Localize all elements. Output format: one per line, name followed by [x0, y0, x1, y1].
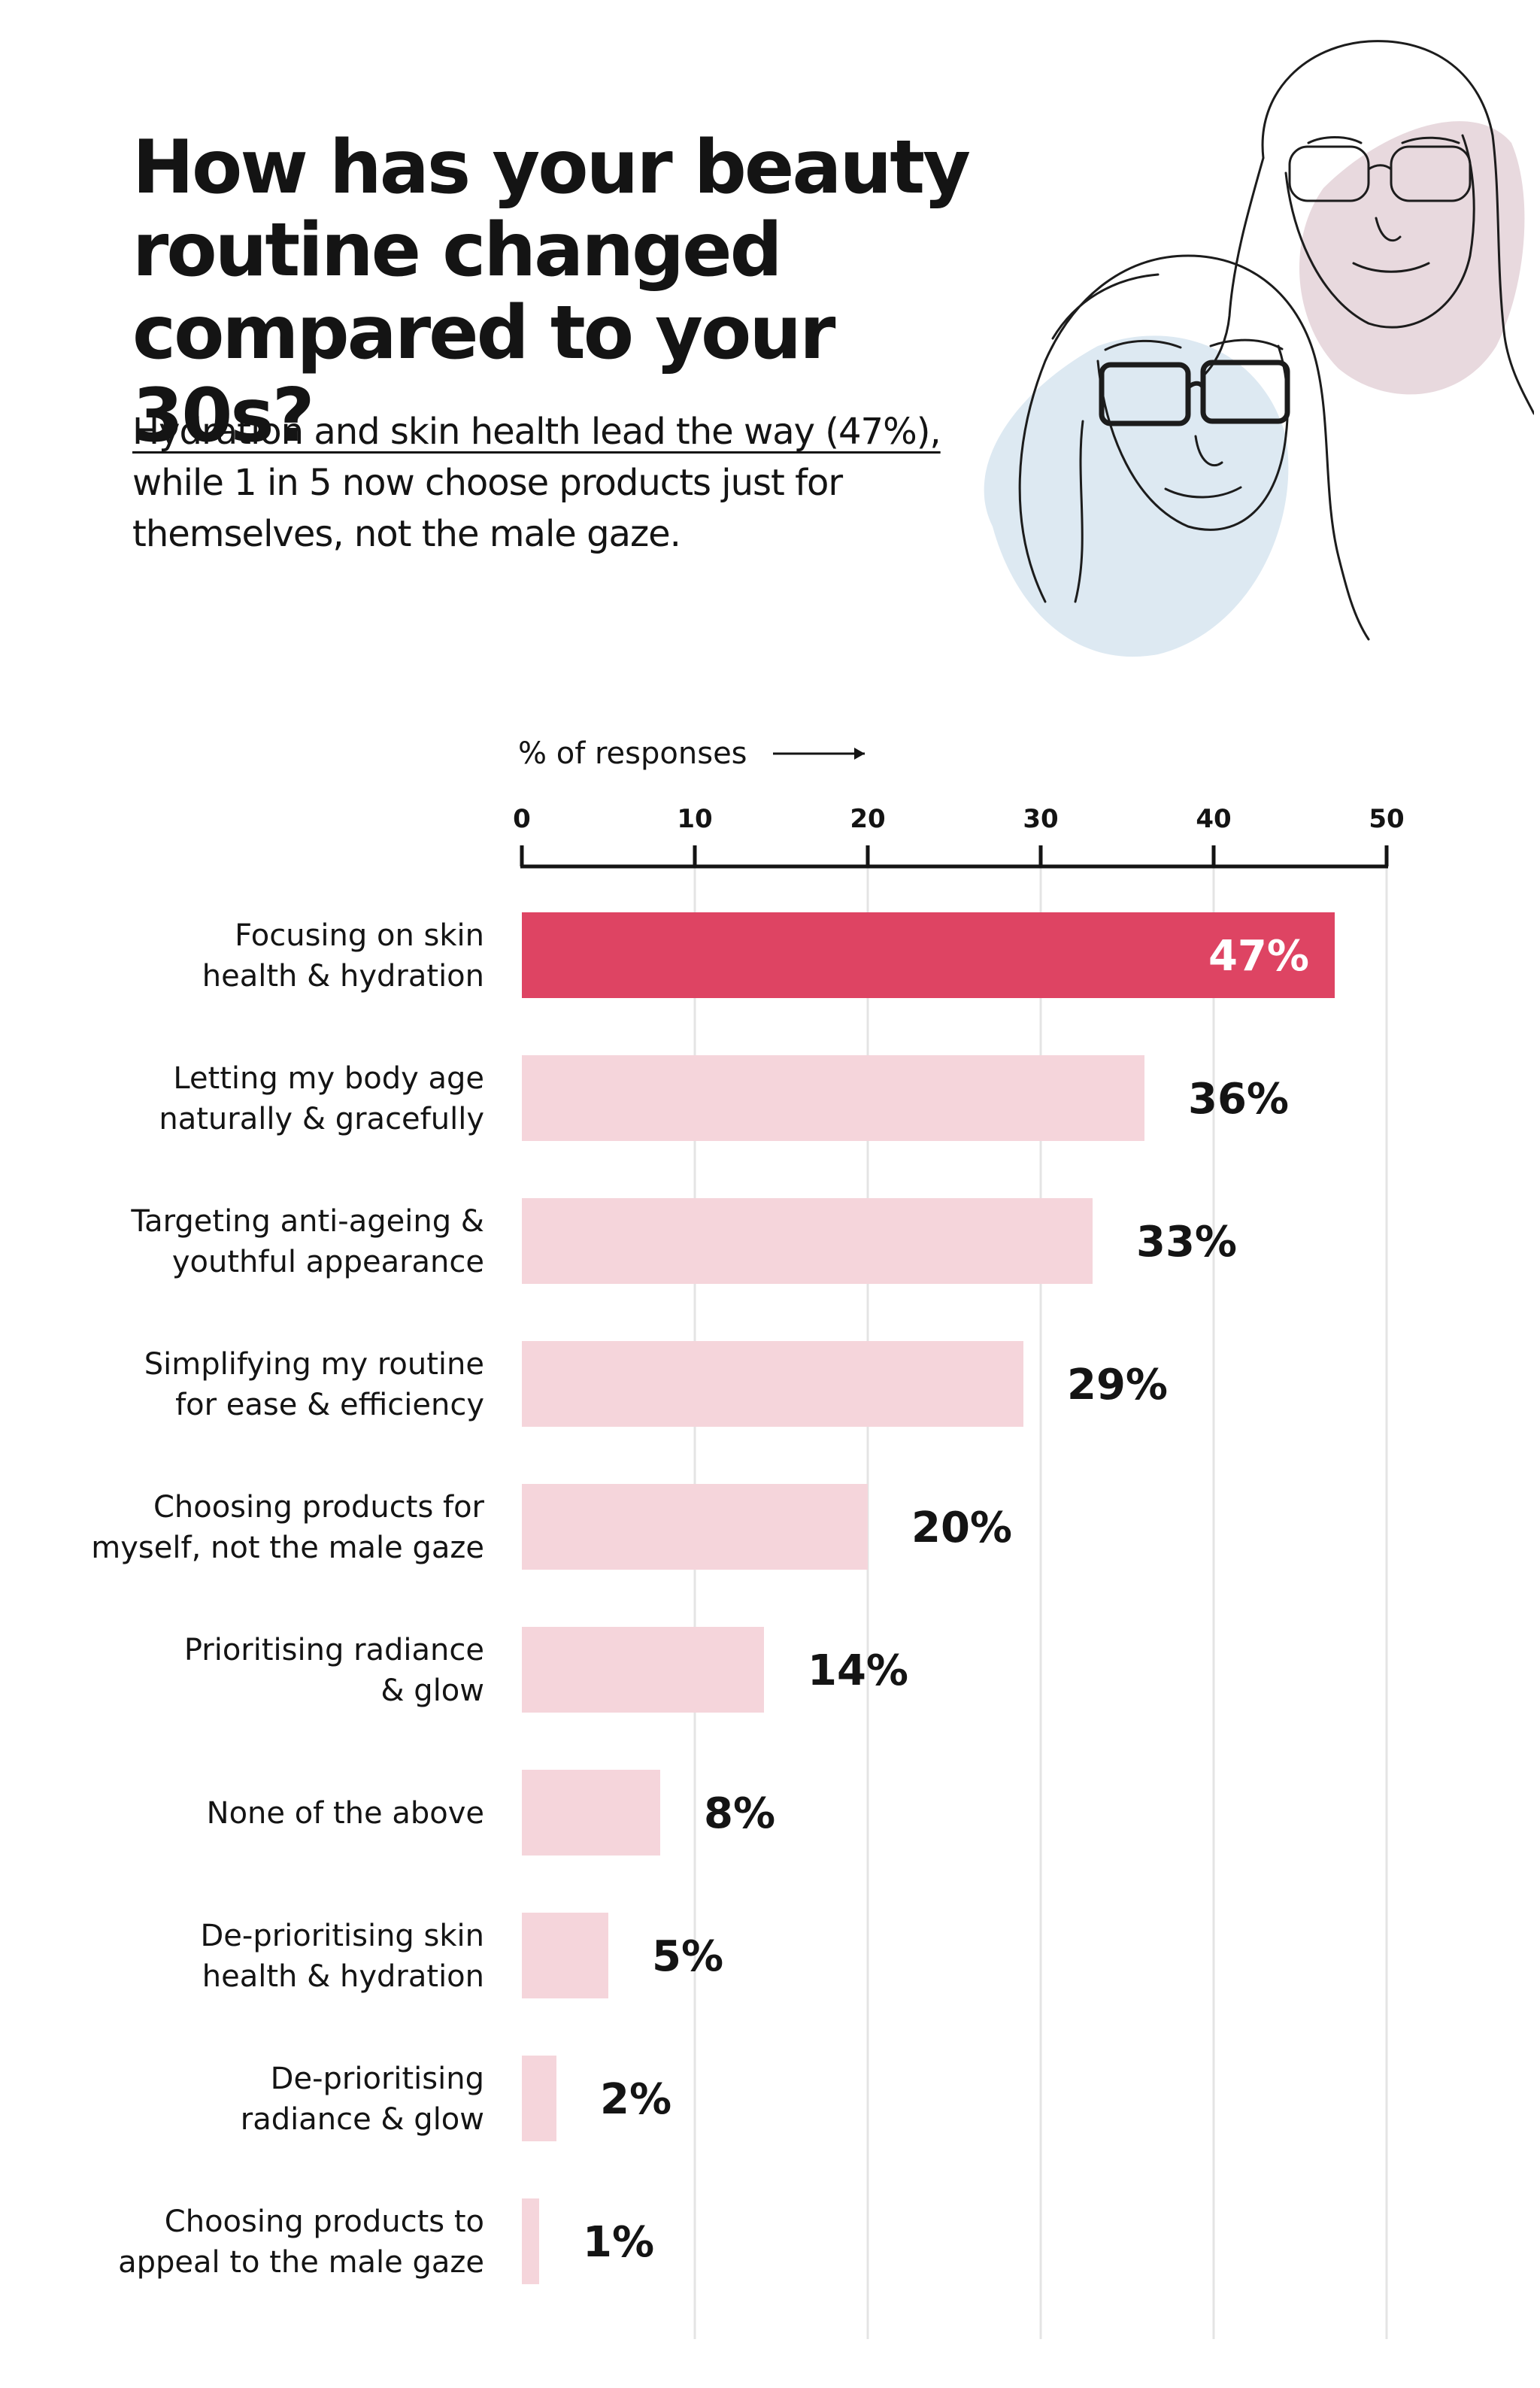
x-tick-label: 30: [1023, 804, 1058, 834]
category-label-line: appeal to the male gaze: [118, 2245, 484, 2280]
category-label-line: youthful appearance: [172, 1245, 484, 1279]
category-label-line: Targeting anti-ageing &: [130, 1204, 484, 1239]
category-label-line: De-prioritising skin: [201, 1919, 485, 1953]
category-label: Focusing on skin health & hydration: [202, 918, 484, 994]
category-label: Simplifying my routine for ease & efficie…: [144, 1347, 484, 1422]
bar: [522, 912, 1335, 998]
woman-front-sketch: [1018, 254, 1370, 641]
category-label: De-prioritising skin health & hydration: [201, 1919, 485, 1994]
bar: [522, 2198, 539, 2284]
value-label: 8%: [704, 1789, 775, 1838]
bar-chart: % of responses 0 10 20 30 40 50 Focusing on ski…: [91, 736, 1405, 2339]
value-label: 14%: [808, 1646, 908, 1695]
category-label-line: De-prioritising: [271, 2062, 484, 2096]
value-label: 47%: [1208, 932, 1309, 981]
category-label: Letting my body age naturally & gracefull…: [159, 1061, 484, 1136]
category-label-line: & glow: [380, 1673, 484, 1708]
x-axis-label: % of responses: [518, 736, 747, 771]
category-label-line: health & hydration: [202, 959, 484, 994]
bar: [522, 1198, 1093, 1284]
category-label-line: Prioritising radiance: [184, 1633, 484, 1667]
value-label: 36%: [1188, 1075, 1289, 1124]
bar: [522, 1913, 608, 1998]
category-label: De-prioritising radiance & glow: [241, 2062, 484, 2137]
arrow-right-icon: [854, 748, 865, 760]
x-tick-label: 50: [1369, 804, 1404, 834]
value-label: 29%: [1067, 1361, 1168, 1409]
woman-back-sketch: [1202, 40, 1534, 415]
x-tick-label: 20: [850, 804, 885, 834]
value-label: 1%: [583, 2218, 654, 2267]
bar: [522, 1770, 660, 1855]
bar: [522, 1341, 1023, 1427]
category-label-line: None of the above: [207, 1796, 484, 1831]
category-label-line: health & hydration: [202, 1959, 484, 1994]
category-label-line: Simplifying my routine: [144, 1347, 484, 1382]
women-portrait-illustration: [984, 40, 1534, 657]
x-tick-label: 40: [1196, 804, 1231, 834]
title-line: How has your beauty: [132, 125, 971, 211]
chart-subtitle: Hydration and skin health lead the way (…: [132, 406, 1035, 560]
mauve-blob: [1299, 121, 1525, 395]
chart-title: How has your beauty routine changed comp…: [132, 126, 1020, 457]
category-label: None of the above: [207, 1796, 484, 1831]
blue-blob: [984, 335, 1289, 657]
value-label: 20%: [911, 1503, 1012, 1552]
title-line: compared to your 30s?: [132, 290, 835, 459]
category-label: Choosing products for myself, not the mal…: [91, 1490, 484, 1565]
subtitle-line: while 1 in 5 now choose products just fo…: [132, 462, 843, 504]
category-label-line: naturally & gracefully: [159, 1102, 484, 1136]
category-label: Targeting anti-ageing & youthful appearan…: [130, 1204, 484, 1279]
value-label: 5%: [652, 1932, 723, 1981]
value-label: 2%: [600, 2075, 671, 2124]
subtitle-line: themselves, not the male gaze.: [132, 513, 681, 555]
bar: [522, 1484, 868, 1570]
bar: [522, 2056, 556, 2141]
x-tick-label: 0: [513, 804, 531, 834]
subtitle-highlight: Hydration and skin health lead the way (…: [132, 411, 941, 453]
category-label-line: Choosing products to: [165, 2204, 484, 2239]
category-label: Prioritising radiance & glow: [184, 1633, 484, 1708]
category-label-line: radiance & glow: [241, 2102, 484, 2137]
category-label-line: Letting my body age: [173, 1061, 484, 1096]
category-label-line: myself, not the male gaze: [91, 1531, 484, 1565]
bar: [522, 1627, 764, 1713]
category-label-line: for ease & efficiency: [175, 1388, 484, 1422]
title-line: routine changed: [132, 208, 783, 293]
category-label-line: Choosing products for: [153, 1490, 485, 1525]
bar: [522, 1055, 1144, 1141]
category-label-line: Focusing on skin: [235, 918, 484, 953]
category-label: Choosing products to appeal to the male g…: [118, 2204, 484, 2280]
x-tick-label: 10: [677, 804, 712, 834]
value-label: 33%: [1136, 1218, 1237, 1267]
